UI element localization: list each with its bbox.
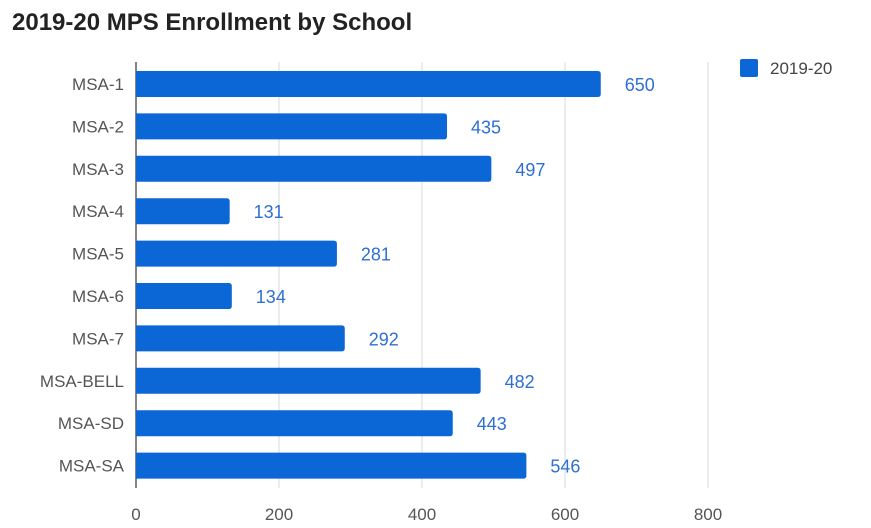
category-labels: MSA-1 MSA-2 MSA-3 MSA-4 MSA-5 MSA-6 MSA-7 MSA-B… bbox=[40, 75, 125, 476]
category-label: MSA-SA bbox=[59, 457, 125, 476]
bar bbox=[136, 325, 345, 352]
category-label: MSA-1 bbox=[72, 75, 124, 94]
data-label: 546 bbox=[550, 457, 580, 477]
bar bbox=[136, 71, 601, 97]
category-label: MSA-5 bbox=[72, 245, 124, 264]
category-label: MSA-7 bbox=[72, 329, 124, 348]
bar bbox=[136, 367, 481, 394]
category-label: MSA-BELL bbox=[40, 372, 124, 391]
bar bbox=[136, 240, 337, 267]
x-tick-label: 0 bbox=[131, 505, 140, 524]
bars bbox=[136, 71, 601, 479]
legend: 2019-20 bbox=[740, 59, 832, 78]
data-label: 281 bbox=[361, 245, 391, 265]
data-label: 497 bbox=[515, 160, 545, 180]
x-tick-label: 600 bbox=[551, 505, 579, 524]
data-label: 131 bbox=[254, 202, 284, 222]
data-label: 443 bbox=[477, 414, 507, 434]
category-label: MSA-SD bbox=[58, 414, 124, 433]
data-labels: 650 435 497 131 281 134 292 482 443 546 bbox=[254, 75, 655, 477]
x-tick-label: 400 bbox=[408, 505, 436, 524]
bar bbox=[136, 155, 492, 182]
data-label: 650 bbox=[625, 75, 655, 95]
data-label: 134 bbox=[256, 287, 286, 307]
bar bbox=[136, 410, 453, 437]
data-label: 482 bbox=[505, 372, 535, 392]
category-label: MSA-6 bbox=[72, 287, 124, 306]
chart-title: 2019-20 MPS Enrollment by School bbox=[12, 9, 412, 36]
x-tick-label: 800 bbox=[694, 505, 722, 524]
bar bbox=[136, 198, 230, 225]
bar bbox=[136, 452, 527, 479]
data-label: 435 bbox=[471, 117, 501, 137]
legend-label: 2019-20 bbox=[770, 59, 832, 78]
legend-swatch bbox=[740, 59, 758, 77]
x-tick-label: 200 bbox=[265, 505, 293, 524]
bar bbox=[136, 113, 448, 140]
data-label: 292 bbox=[369, 329, 399, 349]
category-label: MSA-2 bbox=[72, 117, 124, 136]
x-tick-labels: 0 200 400 600 800 bbox=[131, 505, 722, 524]
category-label: MSA-4 bbox=[72, 202, 124, 221]
bar bbox=[136, 283, 232, 309]
category-label: MSA-3 bbox=[72, 160, 124, 179]
